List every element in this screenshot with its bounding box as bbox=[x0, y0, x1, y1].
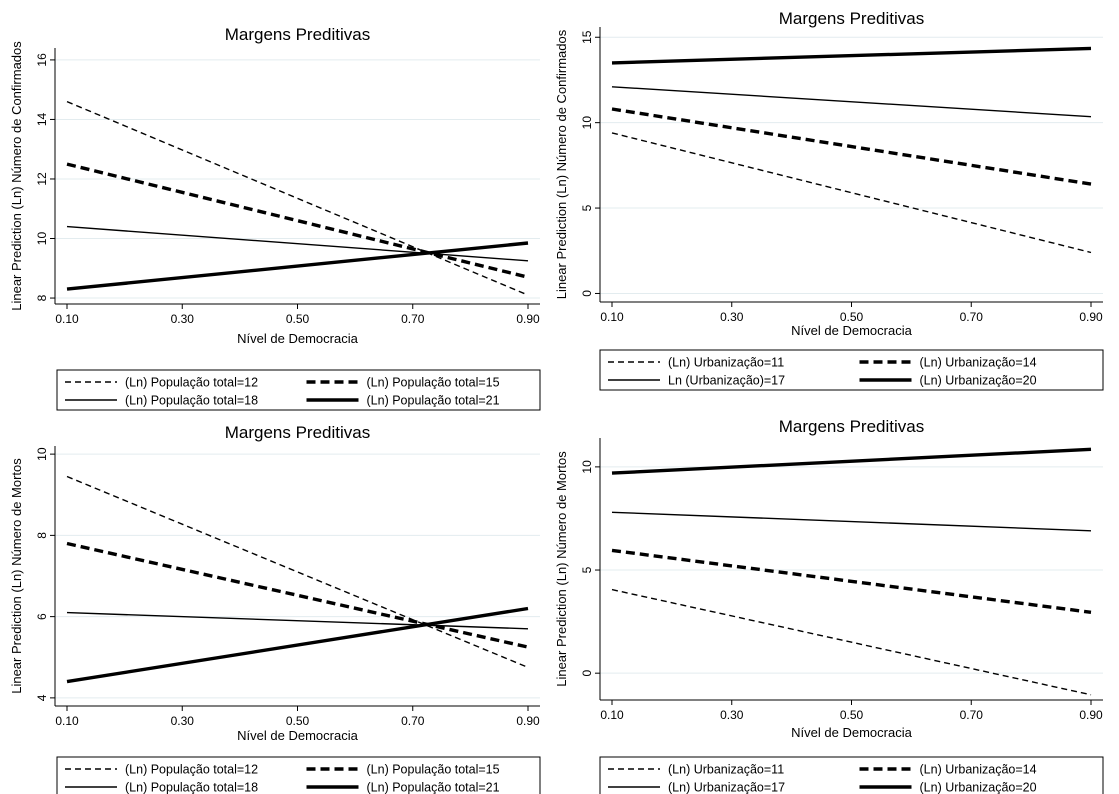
series-line-1 bbox=[66, 100, 529, 296]
legend-label: (Ln) População total=18 bbox=[125, 781, 258, 794]
y-tick-label: 5 bbox=[580, 566, 594, 573]
chart-title: Margens Preditivas bbox=[225, 25, 371, 44]
legend-label: (Ln) População total=18 bbox=[125, 394, 258, 408]
series-line-4 bbox=[66, 241, 529, 291]
x-tick-label: 0.90 bbox=[516, 714, 540, 728]
legend-box bbox=[599, 349, 1104, 391]
y-tick-label: 15 bbox=[580, 30, 594, 44]
legend-label: (Ln) População total=12 bbox=[125, 763, 258, 777]
series-line-1 bbox=[611, 588, 1092, 696]
y-tick-label: 10 bbox=[580, 460, 594, 474]
chart-panel-4: Margens Preditivas 0.10 0.30 0.50 0.70 0.90 0 5… bbox=[554, 417, 1104, 794]
series-line-2 bbox=[66, 162, 529, 279]
series-line-3 bbox=[66, 225, 529, 262]
x-tick-label: 0.30 bbox=[171, 714, 195, 728]
legend-label: (Ln) População total=12 bbox=[125, 376, 258, 390]
x-tick-label: 0.10 bbox=[600, 708, 624, 722]
x-tick-label: 0.10 bbox=[55, 714, 79, 728]
series-line-1 bbox=[611, 132, 1092, 254]
y-tick-label: 10 bbox=[35, 232, 49, 246]
legend-label: (Ln) População total=21 bbox=[367, 781, 500, 794]
legend-label: Ln (Urbanização)=17 bbox=[668, 374, 785, 388]
legend-label: (Ln) Urbanização=11 bbox=[668, 763, 784, 777]
y-axis-label: Linear Prediction (Ln) Número de Confirm… bbox=[9, 41, 24, 311]
chart-panel-1: Margens Preditivas 0.10 0.30 0.50 0.70 0.90 8 1… bbox=[9, 25, 541, 411]
series-line-2 bbox=[611, 107, 1092, 186]
x-tick-label: 0.10 bbox=[55, 312, 79, 326]
y-tick-label: 5 bbox=[580, 204, 594, 211]
y-tick-label: 0 bbox=[580, 670, 594, 677]
y-tick-label: 4 bbox=[35, 694, 49, 701]
chart-title: Margens Preditivas bbox=[225, 423, 371, 442]
x-axis-label: Nível de Democracia bbox=[791, 323, 912, 338]
y-tick-label: 14 bbox=[35, 112, 49, 126]
legend-label: (Ln) Urbanização=11 bbox=[668, 356, 784, 370]
x-tick-label: 0.30 bbox=[720, 708, 744, 722]
series-line-2 bbox=[66, 541, 529, 649]
chart-title: Margens Preditivas bbox=[779, 9, 925, 28]
x-tick-label: 0.70 bbox=[960, 708, 984, 722]
series-line-4 bbox=[611, 46, 1092, 65]
series-line-2 bbox=[611, 548, 1092, 614]
y-tick-label: 0 bbox=[580, 290, 594, 297]
series-line-4 bbox=[611, 447, 1092, 475]
x-tick-label: 0.50 bbox=[840, 708, 864, 722]
x-tick-label: 0.90 bbox=[1079, 708, 1103, 722]
y-axis-label: Linear Prediction (Ln) Número de Mortos bbox=[554, 451, 569, 687]
legend-box bbox=[599, 756, 1104, 794]
series-line-1 bbox=[66, 475, 529, 669]
chart-panel-2: Margens Preditivas 0.10 0.30 0.50 0.70 0.90 0 5… bbox=[554, 9, 1104, 391]
x-tick-label: 0.70 bbox=[401, 714, 425, 728]
legend-label: (Ln) Urbanização=20 bbox=[920, 374, 1037, 388]
series-line-3 bbox=[66, 611, 529, 630]
chart-title: Margens Preditivas bbox=[779, 417, 925, 436]
y-tick-label: 10 bbox=[35, 447, 49, 461]
x-tick-label: 0.90 bbox=[1079, 310, 1103, 324]
x-tick-label: 0.50 bbox=[286, 312, 310, 326]
y-tick-label: 16 bbox=[35, 53, 49, 67]
x-axis-label: Nível de Democracia bbox=[237, 728, 358, 743]
x-tick-label: 0.50 bbox=[286, 714, 310, 728]
legend-label: (Ln) População total=21 bbox=[367, 394, 500, 408]
legend-label: (Ln) Urbanização=14 bbox=[920, 763, 1037, 777]
chart-panel-3: Margens Preditivas 0.10 0.30 0.50 0.70 0.90 4 6… bbox=[9, 423, 541, 794]
y-tick-label: 10 bbox=[580, 116, 594, 130]
series-line-3 bbox=[611, 511, 1092, 532]
x-tick-label: 0.70 bbox=[401, 312, 425, 326]
y-tick-label: 12 bbox=[35, 172, 49, 186]
x-tick-label: 0.70 bbox=[960, 310, 984, 324]
x-tick-label: 0.50 bbox=[840, 310, 864, 324]
x-axis-label: Nível de Democracia bbox=[791, 725, 912, 740]
legend-label: (Ln) Urbanização=14 bbox=[920, 356, 1037, 370]
legend-label: (Ln) Urbanização=17 bbox=[668, 781, 785, 794]
series-line-4 bbox=[66, 606, 529, 684]
y-tick-label: 8 bbox=[35, 532, 49, 539]
y-axis-label: Linear Prediction (Ln) Número de Mortos bbox=[9, 458, 24, 694]
y-axis-label: Linear Prediction (Ln) Número de Confirm… bbox=[554, 29, 569, 299]
y-tick-label: 8 bbox=[35, 294, 49, 301]
series-line-3 bbox=[611, 86, 1092, 118]
legend-label: (Ln) População total=15 bbox=[367, 763, 500, 777]
legend-box bbox=[56, 756, 541, 794]
x-tick-label: 0.30 bbox=[171, 312, 195, 326]
x-tick-label: 0.30 bbox=[720, 310, 744, 324]
legend-label: (Ln) Urbanização=20 bbox=[920, 781, 1037, 794]
x-tick-label: 0.10 bbox=[600, 310, 624, 324]
x-axis-label: Nível de Democracia bbox=[237, 331, 358, 346]
legend-box bbox=[56, 369, 541, 411]
x-tick-label: 0.90 bbox=[516, 312, 540, 326]
y-tick-label: 6 bbox=[35, 613, 49, 620]
legend-label: (Ln) População total=15 bbox=[367, 376, 500, 390]
